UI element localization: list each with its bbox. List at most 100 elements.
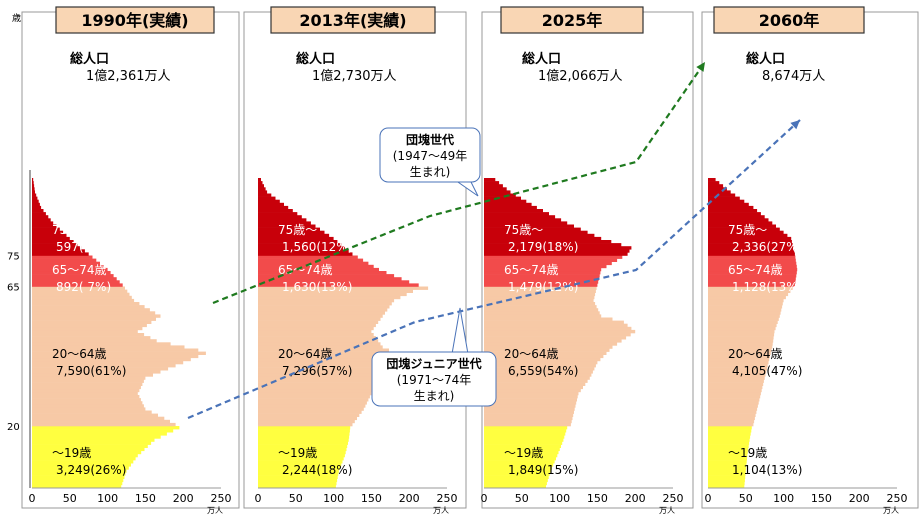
age-bar — [258, 187, 266, 191]
age-bar — [484, 212, 549, 216]
age-bar — [32, 351, 206, 355]
age-bar — [258, 429, 350, 433]
age-bar — [484, 295, 595, 300]
age-bar — [32, 419, 170, 424]
x-tick-label: 250 — [663, 492, 684, 505]
age-bar — [258, 289, 413, 293]
age-bar — [258, 388, 376, 393]
age-bar — [258, 323, 376, 328]
age-bar — [258, 357, 405, 362]
age-bar — [708, 314, 780, 318]
age-bar — [32, 258, 97, 262]
band-value: 4,105(47%) — [732, 364, 802, 378]
age-bar — [708, 295, 786, 300]
age-bar — [708, 466, 747, 470]
age-bar — [708, 199, 745, 204]
x-tick-label: 150 — [361, 492, 382, 505]
age-bar — [708, 469, 746, 473]
x-tick-label: 100 — [97, 492, 118, 505]
x-tick-label: 250 — [211, 492, 232, 505]
age-bar — [32, 255, 93, 259]
age-bar — [32, 395, 140, 399]
age-bar — [708, 382, 764, 386]
age-bar — [32, 339, 157, 343]
age-bar — [484, 305, 597, 309]
age-bar — [32, 240, 74, 244]
age-bar — [484, 323, 628, 328]
age-bar — [258, 441, 348, 445]
total-population-value: 8,674万人 — [762, 69, 825, 84]
panel-title: 2013年(実績) — [299, 11, 406, 30]
age-bar — [258, 292, 407, 297]
age-bar — [32, 484, 122, 489]
age-bar — [258, 317, 381, 321]
x-tick-label: 100 — [323, 492, 344, 505]
band-value: 1,560(12%) — [282, 240, 352, 254]
age-bar — [708, 271, 797, 275]
age-bar — [484, 329, 636, 334]
x-tick-label: 200 — [625, 492, 646, 505]
age-bar — [708, 286, 793, 290]
band-label: ～19歳 — [728, 446, 767, 460]
x-tick-label: 100 — [549, 492, 570, 505]
age-bar — [708, 230, 784, 235]
age-bar — [708, 345, 773, 349]
age-bar — [258, 258, 364, 262]
age-bar — [484, 370, 593, 374]
age-bar — [32, 221, 54, 225]
age-bar — [258, 469, 339, 473]
age-bar — [708, 407, 758, 411]
age-bar — [32, 215, 49, 219]
age-bar — [484, 345, 613, 349]
age-bar — [708, 398, 760, 402]
age-bar — [258, 370, 400, 374]
age-bar — [32, 348, 199, 352]
age-bar — [258, 472, 339, 476]
age-bar — [258, 329, 372, 334]
age-bar — [708, 475, 746, 479]
band-value: 597( 5%) — [56, 240, 111, 254]
age-bar — [258, 252, 353, 256]
age-bar — [258, 209, 293, 213]
x-tick-label: 50 — [63, 492, 77, 505]
age-bar — [484, 410, 574, 414]
age-bar — [708, 240, 792, 244]
age-tick-label: 65 — [7, 283, 20, 294]
age-bar — [708, 196, 740, 200]
age-bar — [32, 364, 176, 368]
age-bar — [258, 271, 387, 275]
band-label: 65～74歳 — [52, 263, 107, 277]
age-bar — [708, 261, 797, 266]
age-bar — [708, 453, 748, 458]
age-bar — [258, 373, 395, 377]
age-bar — [484, 466, 552, 470]
age-bar — [484, 227, 581, 231]
age-bar — [708, 450, 748, 455]
age-bar — [484, 348, 610, 352]
band-label: 75歳～ — [504, 223, 543, 237]
band-value: 3,249(26%) — [56, 463, 126, 477]
age-bar — [32, 274, 114, 278]
age-bar — [32, 466, 129, 470]
age-bar — [258, 447, 347, 452]
age-bar — [32, 401, 143, 405]
age-bar — [708, 385, 763, 390]
age-bar — [258, 202, 284, 207]
age-bar — [484, 475, 549, 479]
dantai-generation-arrow-head — [696, 62, 705, 72]
age-bar — [708, 410, 757, 414]
total-population-label: 総人口 — [296, 51, 335, 67]
age-bar — [708, 221, 773, 225]
age-bar — [32, 286, 125, 290]
age-bar — [484, 224, 574, 228]
age-bar — [32, 277, 117, 281]
age-bar — [708, 205, 754, 210]
age-bar — [708, 391, 761, 396]
age-bar — [484, 274, 600, 278]
dantai-generation-arrow — [212, 61, 706, 305]
junior-callout-text: 団塊ジュニア世代 — [386, 356, 481, 371]
age-bar — [258, 379, 387, 383]
age-bar — [484, 367, 595, 371]
